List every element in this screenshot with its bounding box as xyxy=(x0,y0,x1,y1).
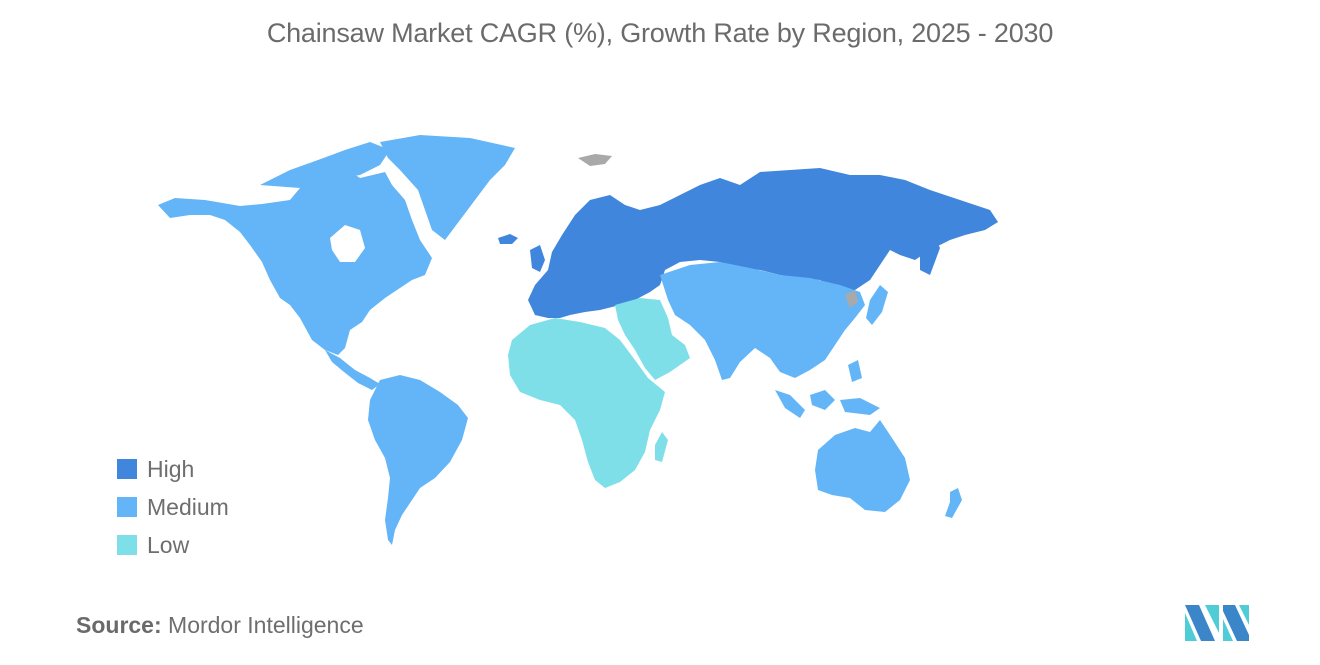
region-korea xyxy=(845,290,858,308)
hudson-bay xyxy=(330,225,365,262)
region-southeast-asia xyxy=(775,360,880,418)
region-madagascar xyxy=(655,432,668,462)
legend-swatch-low xyxy=(117,535,137,555)
legend-swatch-high xyxy=(117,459,137,479)
region-kamchatka xyxy=(920,238,940,275)
region-svalbard xyxy=(578,154,612,166)
region-japan xyxy=(866,285,888,325)
region-north-america xyxy=(158,168,432,355)
legend-item-high: High xyxy=(117,450,229,488)
legend-item-medium: Medium xyxy=(117,488,229,526)
region-central-america xyxy=(325,350,380,390)
region-south-america xyxy=(368,375,468,545)
region-europe-russia xyxy=(528,168,998,318)
chart-title: Chainsaw Market CAGR (%), Growth Rate by… xyxy=(266,18,1054,48)
region-greenland xyxy=(380,135,515,240)
source-label: Source: xyxy=(76,612,162,638)
legend-label-low: Low xyxy=(147,531,190,558)
region-iceland xyxy=(498,234,518,244)
legend-swatch-medium xyxy=(117,497,137,517)
legend-label-medium: Medium xyxy=(147,493,229,520)
region-asia xyxy=(660,262,865,380)
region-middle-east xyxy=(615,298,690,380)
region-arctic-islands xyxy=(260,142,390,188)
region-new-zealand xyxy=(945,488,962,518)
map-legend: High Medium Low xyxy=(117,450,229,564)
source-value: Mordor Intelligence xyxy=(168,612,364,638)
region-uk xyxy=(530,245,545,272)
region-africa xyxy=(508,318,665,488)
legend-label-high: High xyxy=(147,455,195,482)
source-note: Source: Mordor Intelligence xyxy=(76,612,364,639)
mordor-intelligence-logo-icon xyxy=(1185,605,1249,641)
legend-item-low: Low xyxy=(117,526,229,564)
region-australia xyxy=(815,420,910,512)
